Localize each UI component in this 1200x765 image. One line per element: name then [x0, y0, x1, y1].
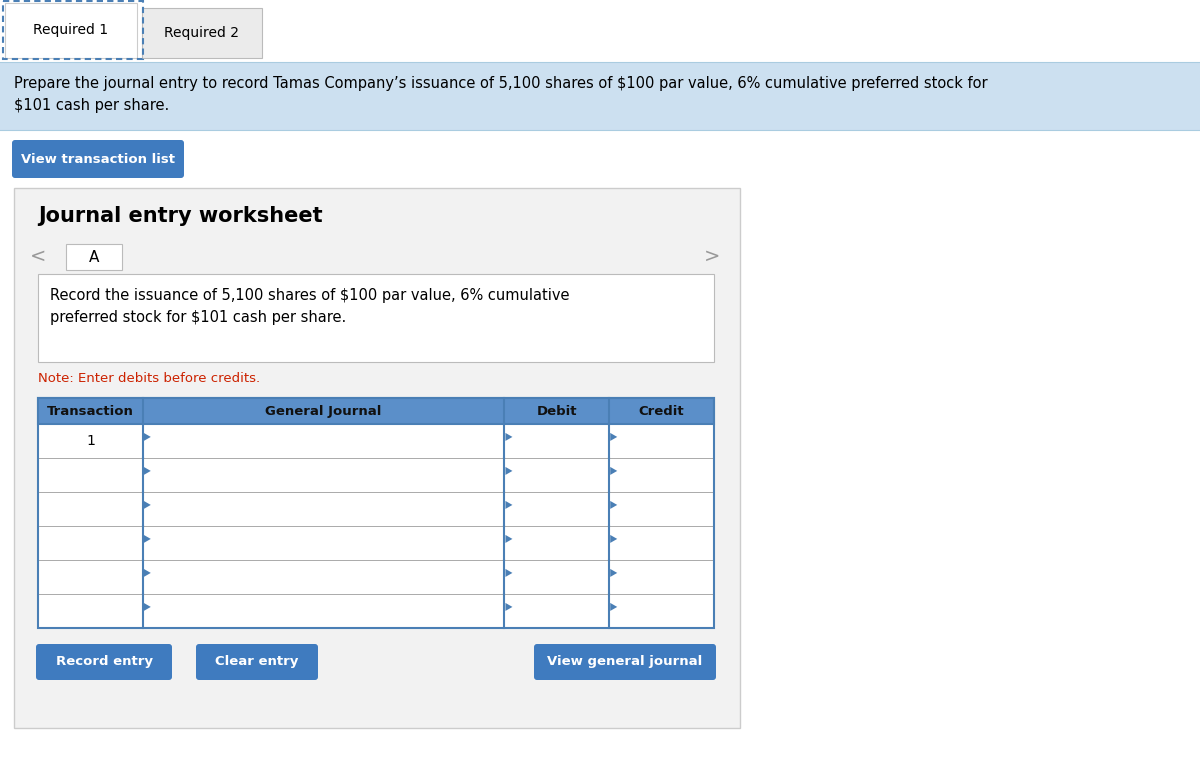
FancyBboxPatch shape [12, 140, 184, 178]
Polygon shape [144, 535, 151, 543]
Bar [38, 398, 714, 628]
FancyBboxPatch shape [534, 644, 716, 680]
Bar [2, 1, 143, 59]
Polygon shape [144, 467, 151, 475]
Text: Journal entry worksheet: Journal entry worksheet [38, 206, 323, 226]
Polygon shape [144, 569, 151, 577]
Text: $101 cash per share.: $101 cash per share. [14, 98, 169, 113]
Bar [38, 526, 714, 560]
Bar [38, 398, 714, 424]
Polygon shape [505, 501, 512, 509]
Polygon shape [505, 569, 512, 577]
Polygon shape [144, 501, 151, 509]
Bar [5, 3, 137, 58]
Polygon shape [611, 569, 617, 577]
Bar [0, 0, 1200, 62]
Polygon shape [505, 603, 512, 611]
Text: General Journal: General Journal [265, 405, 382, 418]
Bar [38, 492, 714, 526]
Text: Prepare the journal entry to record Tamas Company’s issuance of 5,100 shares of : Prepare the journal entry to record Tama… [14, 76, 988, 91]
Text: View transaction list: View transaction list [22, 152, 175, 165]
FancyBboxPatch shape [36, 644, 172, 680]
Text: A: A [89, 249, 100, 265]
Text: Record entry: Record entry [55, 656, 152, 669]
Polygon shape [505, 535, 512, 543]
Text: Required 2: Required 2 [164, 26, 240, 40]
Bar [14, 188, 740, 728]
Text: Note: Enter debits before credits.: Note: Enter debits before credits. [38, 372, 260, 385]
Polygon shape [505, 433, 512, 441]
Text: Clear entry: Clear entry [215, 656, 299, 669]
Text: View general journal: View general journal [547, 656, 703, 669]
Bar [38, 594, 714, 628]
Polygon shape [144, 433, 151, 441]
Polygon shape [144, 603, 151, 611]
Text: preferred stock for $101 cash per share.: preferred stock for $101 cash per share. [50, 310, 347, 325]
Bar [142, 8, 262, 58]
Bar [38, 458, 714, 492]
Text: >: > [703, 246, 720, 265]
Polygon shape [611, 603, 617, 611]
Polygon shape [611, 433, 617, 441]
Bar [66, 244, 122, 270]
Text: Debit: Debit [536, 405, 577, 418]
Text: 1: 1 [86, 434, 95, 448]
Polygon shape [611, 501, 617, 509]
FancyBboxPatch shape [196, 644, 318, 680]
Text: Record the issuance of 5,100 shares of $100 par value, 6% cumulative: Record the issuance of 5,100 shares of $… [50, 288, 570, 303]
Bar [0, 62, 1200, 130]
Polygon shape [611, 467, 617, 475]
Bar [38, 560, 714, 594]
Text: Credit: Credit [638, 405, 684, 418]
Text: Transaction: Transaction [47, 405, 134, 418]
Bar [38, 398, 714, 424]
Bar [38, 274, 714, 362]
Polygon shape [505, 467, 512, 475]
Polygon shape [611, 535, 617, 543]
Text: <: < [30, 246, 47, 265]
Text: Required 1: Required 1 [34, 23, 108, 37]
Bar [38, 424, 714, 458]
